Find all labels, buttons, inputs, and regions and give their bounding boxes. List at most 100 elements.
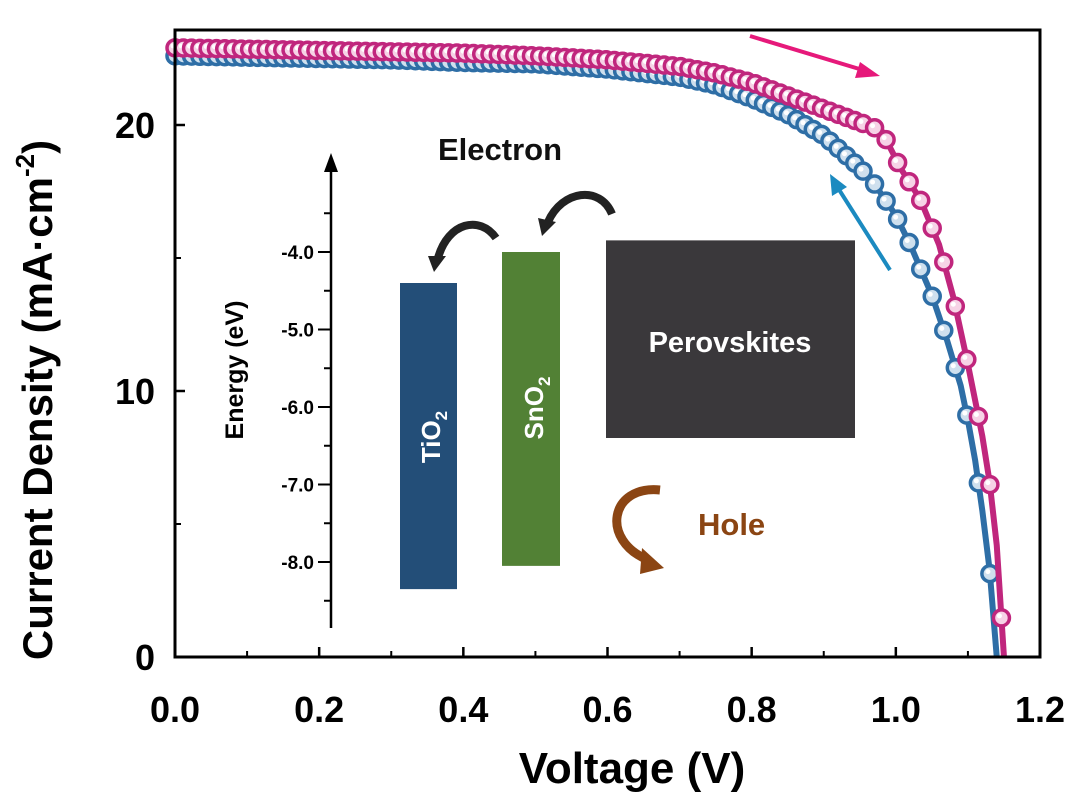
data-point-highlight xyxy=(985,569,991,575)
data-point-highlight xyxy=(817,103,823,109)
data-point xyxy=(876,191,896,211)
data-point-highlight xyxy=(916,264,922,270)
sno2-band xyxy=(502,252,560,566)
data-point-highlight xyxy=(985,480,991,486)
data-point-highlight xyxy=(939,257,945,263)
data-point xyxy=(899,232,919,253)
data-point-highlight xyxy=(904,177,910,183)
perovskite-label: Perovskites xyxy=(649,327,812,359)
data-point-highlight xyxy=(870,179,876,185)
data-point-highlight xyxy=(927,291,933,297)
data-point xyxy=(934,252,954,272)
data-point-highlight xyxy=(841,151,847,157)
sno2-label: SnO2 xyxy=(519,377,554,440)
data-point-highlight xyxy=(893,214,899,220)
inset-ylabel: Energy (eV) xyxy=(221,301,249,440)
data-point-highlight xyxy=(734,89,740,95)
electron-label: Electron xyxy=(438,132,562,167)
data-point xyxy=(922,286,942,307)
data-point-highlight xyxy=(881,196,887,202)
data-point-highlight xyxy=(750,79,756,85)
data-point-highlight xyxy=(850,158,856,164)
x-tick-label: 1.0 xyxy=(871,689,921,730)
data-point-highlight xyxy=(783,110,789,116)
data-point xyxy=(922,218,942,238)
hole-label: Hole xyxy=(698,507,765,542)
data-point-highlight xyxy=(881,135,887,141)
data-point xyxy=(899,172,919,192)
x-tick-label: 0.0 xyxy=(150,689,200,730)
data-point-highlight xyxy=(962,354,968,360)
data-point xyxy=(887,209,908,229)
data-point-highlight xyxy=(767,85,773,91)
x-axis-label: Voltage (V) xyxy=(519,744,746,793)
data-point-highlight xyxy=(825,106,831,112)
data-point-highlight xyxy=(825,136,831,142)
x-tick-label: 0.6 xyxy=(582,689,632,730)
data-point xyxy=(968,406,989,427)
data-point-highlight xyxy=(927,223,933,229)
data-point-highlight xyxy=(759,82,765,88)
y-axis-label: Current Density (mA·cm-2) xyxy=(10,140,61,660)
data-point-highlight xyxy=(808,100,814,106)
x-tick-label: 0.8 xyxy=(727,689,777,730)
tio2-band xyxy=(400,283,457,590)
forward-sweep-arrow xyxy=(749,34,880,78)
data-point-highlight xyxy=(800,97,806,103)
data-point-highlight xyxy=(792,115,798,121)
data-point-highlight xyxy=(973,411,979,417)
data-point-highlight xyxy=(808,124,814,130)
data-point-highlight xyxy=(841,112,847,118)
electron-transfer-arrow-sno2-to-tio2 xyxy=(428,220,500,272)
inset-tick-label: -5.0 xyxy=(281,321,314,342)
data-point-highlight xyxy=(742,92,748,98)
hole-transfer-arrow xyxy=(612,485,664,574)
data-point xyxy=(910,190,931,211)
reverse-sweep-arrow xyxy=(830,174,892,272)
perovskite-band xyxy=(606,240,855,438)
y-tick-label: 10 xyxy=(115,371,155,412)
inset-tick-label: -7.0 xyxy=(281,476,314,497)
data-point-highlight xyxy=(973,478,979,484)
data-point xyxy=(980,474,1000,495)
data-point xyxy=(864,174,885,194)
data-point-highlight xyxy=(870,123,876,129)
data-point-highlight xyxy=(767,102,773,108)
data-point-highlight xyxy=(833,109,839,115)
data-point-highlight xyxy=(904,238,910,244)
data-point-highlight xyxy=(850,115,856,121)
data-point xyxy=(991,608,1012,628)
data-point-highlight xyxy=(950,301,956,307)
data-point-highlight xyxy=(800,120,806,126)
data-point-highlight xyxy=(916,195,922,201)
data-point-highlight xyxy=(775,106,781,112)
inset-tick-label: -4.0 xyxy=(281,243,314,264)
data-point-highlight xyxy=(996,613,1002,619)
data-point xyxy=(887,152,908,173)
data-point-highlight xyxy=(759,99,765,105)
data-point xyxy=(934,320,954,341)
tio2-label: TiO2 xyxy=(416,411,451,463)
data-point-highlight xyxy=(792,94,798,100)
electron-transfer-arrow-perovskite-to-sno2 xyxy=(538,190,616,236)
data-point xyxy=(864,118,885,138)
y-tick-label: 0 xyxy=(135,637,155,678)
inset-axis-arrowhead xyxy=(324,153,338,172)
data-point-highlight xyxy=(893,158,899,164)
x-tick-label: 0.2 xyxy=(294,689,344,730)
series-forward xyxy=(165,38,1012,658)
data-point-highlight xyxy=(725,86,731,92)
x-tick-label: 1.2 xyxy=(1015,689,1065,730)
data-point xyxy=(957,349,977,370)
energy-diagram-inset: -4.0 -5.0 -6.0 -7.0 -8.0 Energy (eV) TiO2 Sn… xyxy=(221,132,855,628)
data-point xyxy=(876,129,896,150)
data-point-highlight xyxy=(775,88,781,94)
data-point-highlight xyxy=(750,95,756,101)
data-point xyxy=(910,259,931,279)
data-point-highlight xyxy=(858,119,864,125)
data-point-highlight xyxy=(833,143,839,149)
data-point xyxy=(853,161,873,181)
inset-tick-label: -8.0 xyxy=(281,553,314,574)
inset-tick-label: -6.0 xyxy=(281,398,314,419)
